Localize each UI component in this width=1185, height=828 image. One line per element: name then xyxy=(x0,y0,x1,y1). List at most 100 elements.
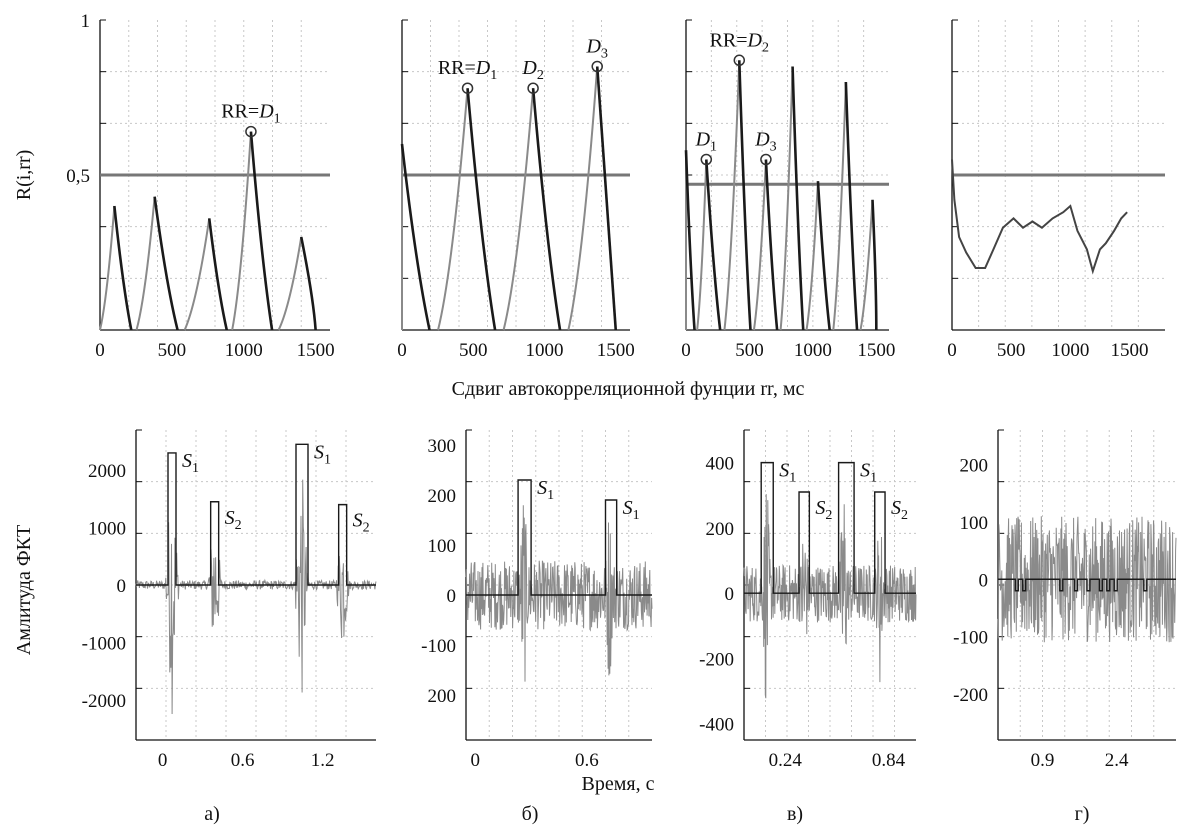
x-tick-label: 1000 xyxy=(225,340,263,361)
fall-segment xyxy=(299,236,317,331)
rise-segment xyxy=(805,181,819,331)
x-tick-label: 0 xyxy=(681,340,691,361)
y-tick-label: 200 xyxy=(706,519,735,540)
y-tick-label: -2000 xyxy=(82,691,126,712)
sound-label: S2 xyxy=(891,497,908,523)
autocorr-series xyxy=(684,60,878,331)
autocorr-series xyxy=(951,159,1128,275)
y-tick-label: 200 xyxy=(428,486,457,507)
x-tick-label: 500 xyxy=(735,340,764,361)
peak-annotation: D2 xyxy=(521,57,543,83)
fall-segment xyxy=(400,143,431,331)
rise-segment xyxy=(183,218,211,331)
sound-label: S2 xyxy=(225,507,242,533)
rise-segment xyxy=(277,236,303,331)
x-tick-label: 0 xyxy=(95,340,105,361)
bottom-x-axis-label: Время, с xyxy=(582,773,655,795)
rise-segment xyxy=(859,199,874,331)
rise-segment xyxy=(567,66,599,331)
fall-segment xyxy=(113,205,133,331)
peak-annotation: D3 xyxy=(754,129,776,155)
rise-segment xyxy=(779,66,794,331)
y-tick-label: -1000 xyxy=(82,633,126,654)
y-tick-label: 1000 xyxy=(88,519,126,540)
fall-segment xyxy=(871,199,878,331)
segmentation-envelope xyxy=(466,479,652,596)
rise-segment xyxy=(502,88,535,331)
x-tick-label: 0.9 xyxy=(1031,750,1055,771)
x-tick-label: 0 xyxy=(397,340,407,361)
segmentation-envelope xyxy=(998,578,1176,592)
peak-annotation: RR=D1 xyxy=(221,101,280,127)
sound-label: S1 xyxy=(182,450,199,476)
peak-marker xyxy=(461,82,474,94)
x-tick-label: 1500 xyxy=(857,340,895,361)
x-tick-label: 1000 xyxy=(526,340,564,361)
x-tick-label: 1500 xyxy=(597,340,635,361)
y-tick-label: 1 xyxy=(81,11,91,32)
fall-segment xyxy=(791,66,805,331)
pcg-signal xyxy=(997,516,1177,643)
y-tick-label: 0 xyxy=(447,586,457,607)
x-tick-label: 500 xyxy=(997,340,1026,361)
sound-label: S1 xyxy=(779,460,796,486)
x-tick-label: 0.84 xyxy=(872,750,906,771)
sound-label: S1 xyxy=(314,441,331,467)
y-tick-label: 2000 xyxy=(88,461,126,482)
fall-segment xyxy=(844,81,859,331)
x-tick-label: 1000 xyxy=(794,340,832,361)
y-tick-label: -100 xyxy=(953,628,988,649)
x-tick-label: 0 xyxy=(158,750,168,771)
fall-segment xyxy=(684,150,696,331)
chart-v-top: 0 500 1000 1500 D1 RR=D2 D3 xyxy=(681,19,895,361)
rise-segment xyxy=(99,205,116,331)
y-tick-label: -200 xyxy=(953,685,988,706)
fall-segment xyxy=(595,66,618,331)
top-y-axis-label: R(i,rr) xyxy=(13,150,35,201)
fall-segment xyxy=(153,196,179,331)
x-tick-label: 0.24 xyxy=(769,750,803,771)
peak-annotation: RR=D1 xyxy=(438,57,497,83)
peak-annotation: D3 xyxy=(585,36,607,62)
chart-g-top: 0 500 1000 1500 xyxy=(947,19,1165,361)
panel-label-a: а) xyxy=(204,803,220,825)
panel-label-v: в) xyxy=(787,803,803,825)
rise-segment xyxy=(752,159,767,331)
peak-marker xyxy=(591,60,603,73)
y-tick-label: 400 xyxy=(706,454,735,475)
segmentation-envelope xyxy=(744,461,916,594)
y-tick-label: 100 xyxy=(428,536,457,557)
fall-segment xyxy=(705,159,722,331)
y-tick-label: -200 xyxy=(699,649,734,670)
peak-marker xyxy=(527,82,539,94)
panel-label-g: г) xyxy=(1075,803,1090,825)
fall-segment xyxy=(531,88,562,331)
fall-segment xyxy=(764,159,779,331)
segmentation-envelope xyxy=(136,443,376,586)
fall-segment xyxy=(816,181,831,331)
x-tick-label: 0 xyxy=(947,340,957,361)
y-tick-label: 100 xyxy=(960,513,989,534)
rise-segment xyxy=(696,159,708,331)
chart-g-bottom: 0.9 2.4 200 100 0 -100 -200 xyxy=(953,429,1177,771)
x-tick-label: 1500 xyxy=(1111,340,1149,361)
autocorr-series xyxy=(99,131,317,331)
bottom-y-axis-label: Амлитуда ФКТ xyxy=(13,525,35,655)
peak-marker xyxy=(760,153,772,166)
y-tick-label: -100 xyxy=(421,636,456,657)
x-tick-label: 1.2 xyxy=(311,750,335,771)
panel-label-b: б) xyxy=(522,803,539,825)
chart-a-top: 0 500 1000 1500 1 0,5 RR=D1 xyxy=(66,11,334,361)
fall-segment xyxy=(466,88,497,331)
x-tick-label: 1000 xyxy=(1051,340,1089,361)
sound-label: S1 xyxy=(623,497,640,523)
fall-segment xyxy=(207,218,229,331)
rise-segment xyxy=(231,131,252,331)
sound-label: S2 xyxy=(353,510,370,536)
y-tick-label: -400 xyxy=(699,715,734,736)
pcg-signal xyxy=(465,505,653,682)
x-tick-label: 500 xyxy=(459,340,488,361)
x-tick-label: 0.6 xyxy=(575,750,599,771)
rise-segment xyxy=(832,81,847,331)
